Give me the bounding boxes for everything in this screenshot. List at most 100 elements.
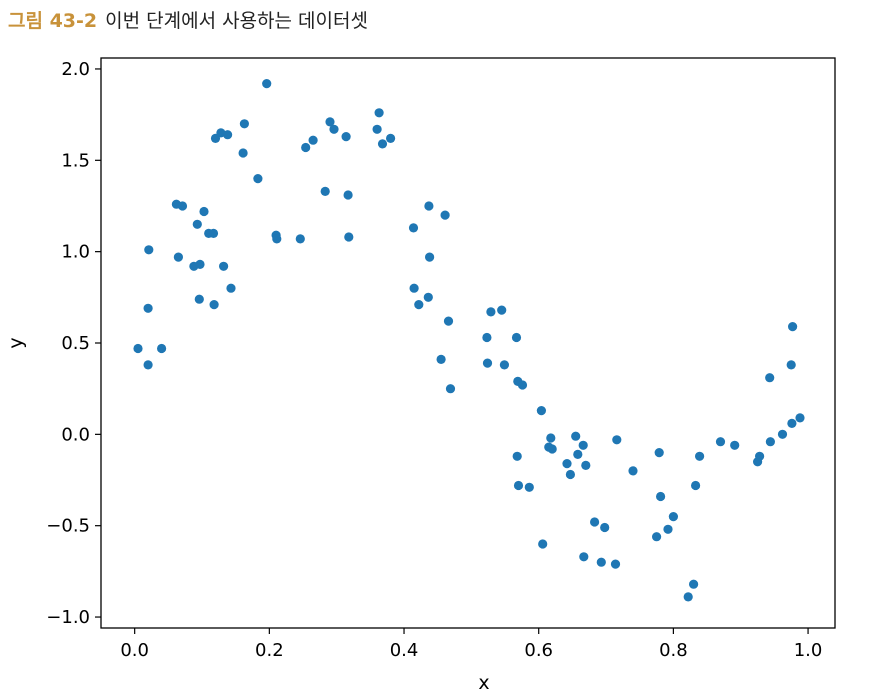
data-point <box>308 135 318 145</box>
x-tick-label: 0.8 <box>659 640 688 661</box>
data-point <box>223 130 233 140</box>
data-point <box>219 261 229 271</box>
y-tick-label: 0.5 <box>61 333 90 354</box>
data-point <box>157 343 167 354</box>
data-point <box>425 252 435 262</box>
data-point <box>208 228 219 238</box>
data-point <box>195 259 205 269</box>
data-point <box>562 459 572 469</box>
data-point <box>695 451 705 461</box>
data-point <box>440 210 450 220</box>
data-point <box>482 332 492 343</box>
data-point <box>424 201 434 211</box>
figure-caption-text: 이번 단계에서 사용하는 데이터셋 <box>105 10 368 32</box>
data-point <box>715 437 726 447</box>
data-point <box>443 316 454 326</box>
data-point <box>513 480 524 491</box>
plot-points <box>133 79 805 602</box>
data-point <box>199 206 209 217</box>
data-point <box>524 482 534 492</box>
data-point <box>788 322 798 332</box>
data-point <box>547 444 557 454</box>
data-point <box>683 592 693 602</box>
data-point <box>194 294 204 304</box>
data-point <box>409 283 419 293</box>
data-point <box>408 223 419 233</box>
y-tick-label: 1.5 <box>61 150 90 171</box>
data-point <box>652 532 662 542</box>
data-point <box>320 186 330 196</box>
data-point <box>386 133 396 143</box>
data-point <box>511 332 522 343</box>
data-point <box>344 232 354 242</box>
data-point <box>144 245 154 255</box>
data-point <box>497 305 507 315</box>
data-point <box>668 511 679 522</box>
data-point <box>581 460 591 470</box>
data-point <box>372 124 382 134</box>
data-point <box>765 373 775 383</box>
data-point <box>573 449 583 459</box>
data-point <box>177 201 188 211</box>
data-point <box>133 343 143 354</box>
data-point <box>628 466 638 476</box>
x-tick-label: 0.6 <box>524 640 553 661</box>
y-tick-label: −1.0 <box>46 607 90 628</box>
x-tick-label: 0.4 <box>390 640 419 661</box>
data-point <box>546 433 556 443</box>
data-point <box>173 252 183 262</box>
data-point <box>143 303 153 313</box>
data-point <box>192 219 202 229</box>
data-point <box>423 292 433 302</box>
x-axis: 0.0 0.2 0.4 0.6 0.8 1.0 <box>120 628 822 661</box>
data-point <box>654 448 664 458</box>
x-tick-label: 1.0 <box>794 640 823 661</box>
x-tick-label: 0.2 <box>255 640 284 661</box>
data-point <box>777 429 788 439</box>
data-point <box>512 451 522 461</box>
data-point <box>786 360 796 370</box>
data-point <box>663 524 673 534</box>
data-point <box>689 579 699 589</box>
data-point <box>538 539 548 549</box>
data-point <box>787 418 797 428</box>
data-point <box>445 384 456 394</box>
data-point <box>239 119 249 129</box>
data-point <box>301 142 311 153</box>
data-point <box>482 358 493 368</box>
y-axis: −1.0 −0.5 0.0 0.5 1.0 1.5 2.0 <box>46 59 101 628</box>
y-tick-label: 2.0 <box>61 59 90 80</box>
data-point <box>571 431 581 441</box>
data-point <box>262 79 272 89</box>
x-tick-label: 0.0 <box>120 640 149 661</box>
data-point <box>329 124 339 134</box>
data-point <box>209 300 219 310</box>
y-tick-label: −0.5 <box>46 516 90 537</box>
figure-caption: 그림 43-2 이번 단계에서 사용하는 데이터셋 <box>8 6 368 33</box>
y-tick-label: 1.0 <box>61 242 90 263</box>
data-point <box>226 283 236 293</box>
data-point <box>656 491 666 502</box>
data-point <box>343 190 353 200</box>
data-point <box>795 413 805 423</box>
data-point <box>730 440 740 450</box>
data-point <box>612 435 622 445</box>
data-point <box>253 174 263 184</box>
data-point <box>436 354 446 364</box>
data-point <box>536 406 547 416</box>
data-point <box>579 552 589 562</box>
data-point <box>341 132 351 142</box>
data-point <box>377 139 388 149</box>
data-point <box>596 557 606 567</box>
data-point <box>565 469 576 480</box>
data-point <box>414 300 424 310</box>
data-point <box>590 517 600 527</box>
data-point <box>238 148 248 158</box>
figure-label: 그림 43-2 <box>8 10 98 32</box>
data-point <box>325 117 335 127</box>
data-point <box>499 360 509 370</box>
y-tick-label: 0.0 <box>61 424 90 445</box>
data-point <box>295 234 305 244</box>
y-axis-label: y <box>5 337 27 348</box>
